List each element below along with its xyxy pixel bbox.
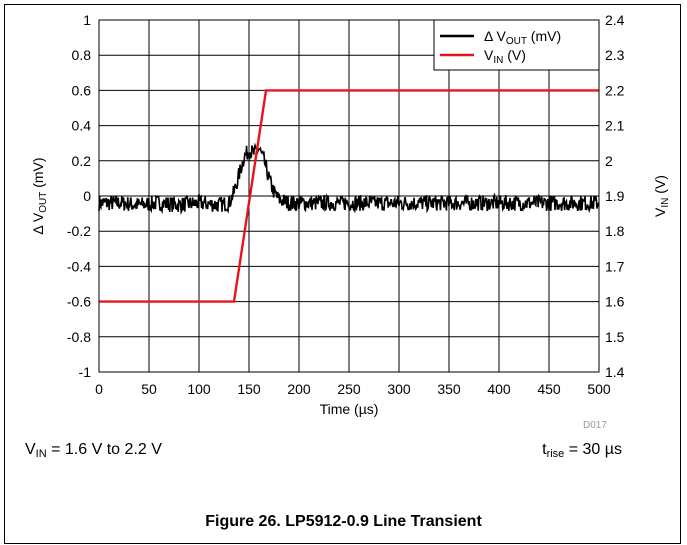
x-tick-label: 500 bbox=[587, 381, 611, 397]
figure-caption: Figure 26. LP5912-0.9 Line Transient bbox=[205, 513, 482, 530]
x-tick-label: 0 bbox=[95, 381, 103, 397]
y-tick-label-right: 2 bbox=[605, 153, 613, 169]
x-tick-label: 200 bbox=[287, 381, 311, 397]
legend-box bbox=[433, 19, 600, 71]
y-tick-label-right: 1.4 bbox=[605, 364, 625, 380]
series-line-delta-vout bbox=[98, 142, 600, 216]
figure-frame: 0 50 100 150 200 250 300 350 400 450 500 1 2.4 0.8 2.3… bbox=[4, 4, 681, 544]
y-tick-label-left: 0.6 bbox=[72, 82, 92, 98]
legend-entry: Δ VOUT (mV) bbox=[484, 28, 561, 47]
y-tick-label-right: 2.1 bbox=[605, 118, 625, 134]
y-tick-label-left: 1 bbox=[83, 12, 91, 28]
line-transient-chart: 0 50 100 150 200 250 300 350 400 450 500 1 2.4 0.8 2.3… bbox=[30, 12, 671, 417]
x-tick-label: 400 bbox=[487, 381, 511, 397]
y-tick-label-left: 0.8 bbox=[72, 47, 92, 63]
x-tick-label: 350 bbox=[437, 381, 461, 397]
y-tick-label-right: 2.3 bbox=[605, 47, 625, 63]
document-code: D017 bbox=[583, 420, 607, 431]
x-tick-label: 250 bbox=[337, 381, 361, 397]
y-tick-label-right: 1.5 bbox=[605, 329, 625, 345]
x-tick-label: 100 bbox=[187, 381, 211, 397]
y-tick-label-left: -0.8 bbox=[67, 329, 91, 345]
y-tick-label-right: 2.4 bbox=[605, 12, 625, 28]
y-tick-label-left: 0.4 bbox=[72, 118, 92, 134]
y-tick-label-left: 0.2 bbox=[72, 153, 92, 169]
legend-entry: VIN (V) bbox=[484, 47, 526, 66]
y-axis-label-right: VIN (V) bbox=[652, 175, 671, 217]
y-tick-label-right: 1.6 bbox=[605, 294, 625, 310]
y-tick-label-right: 1.8 bbox=[605, 223, 625, 239]
y-tick-label-left: -0.2 bbox=[67, 223, 91, 239]
x-axis-label: Time (µs) bbox=[320, 401, 379, 417]
y-tick-label-left: 0 bbox=[83, 188, 91, 204]
y-tick-label-right: 1.9 bbox=[605, 188, 625, 204]
tick-labels: 0 50 100 150 200 250 300 350 400 450 500 1 2.4 0.8 2.3… bbox=[67, 12, 625, 397]
y-axis-label-left: Δ VOUT (mV) bbox=[30, 157, 49, 234]
plot-border bbox=[98, 19, 600, 373]
x-tick-label: 50 bbox=[141, 381, 157, 397]
condition-vin-range: VIN = 1.6 V to 2.2 V bbox=[25, 441, 162, 460]
grid bbox=[99, 20, 599, 372]
series-layer bbox=[98, 89, 600, 303]
y-tick-label-right: 2.2 bbox=[605, 82, 625, 98]
x-tick-label: 300 bbox=[387, 381, 411, 397]
y-tick-label-right: 1.7 bbox=[605, 258, 625, 274]
y-tick-label-left: -0.4 bbox=[67, 258, 91, 274]
condition-trise: trise = 30 µs bbox=[542, 441, 622, 460]
series-line-vin bbox=[99, 89, 599, 303]
x-tick-label: 150 bbox=[237, 381, 261, 397]
x-tick-label: 450 bbox=[537, 381, 561, 397]
y-tick-label-left: -0.6 bbox=[67, 294, 91, 310]
y-tick-label-left: -1 bbox=[79, 364, 92, 380]
legend: Δ VOUT (mV)VIN (V) bbox=[433, 19, 600, 71]
